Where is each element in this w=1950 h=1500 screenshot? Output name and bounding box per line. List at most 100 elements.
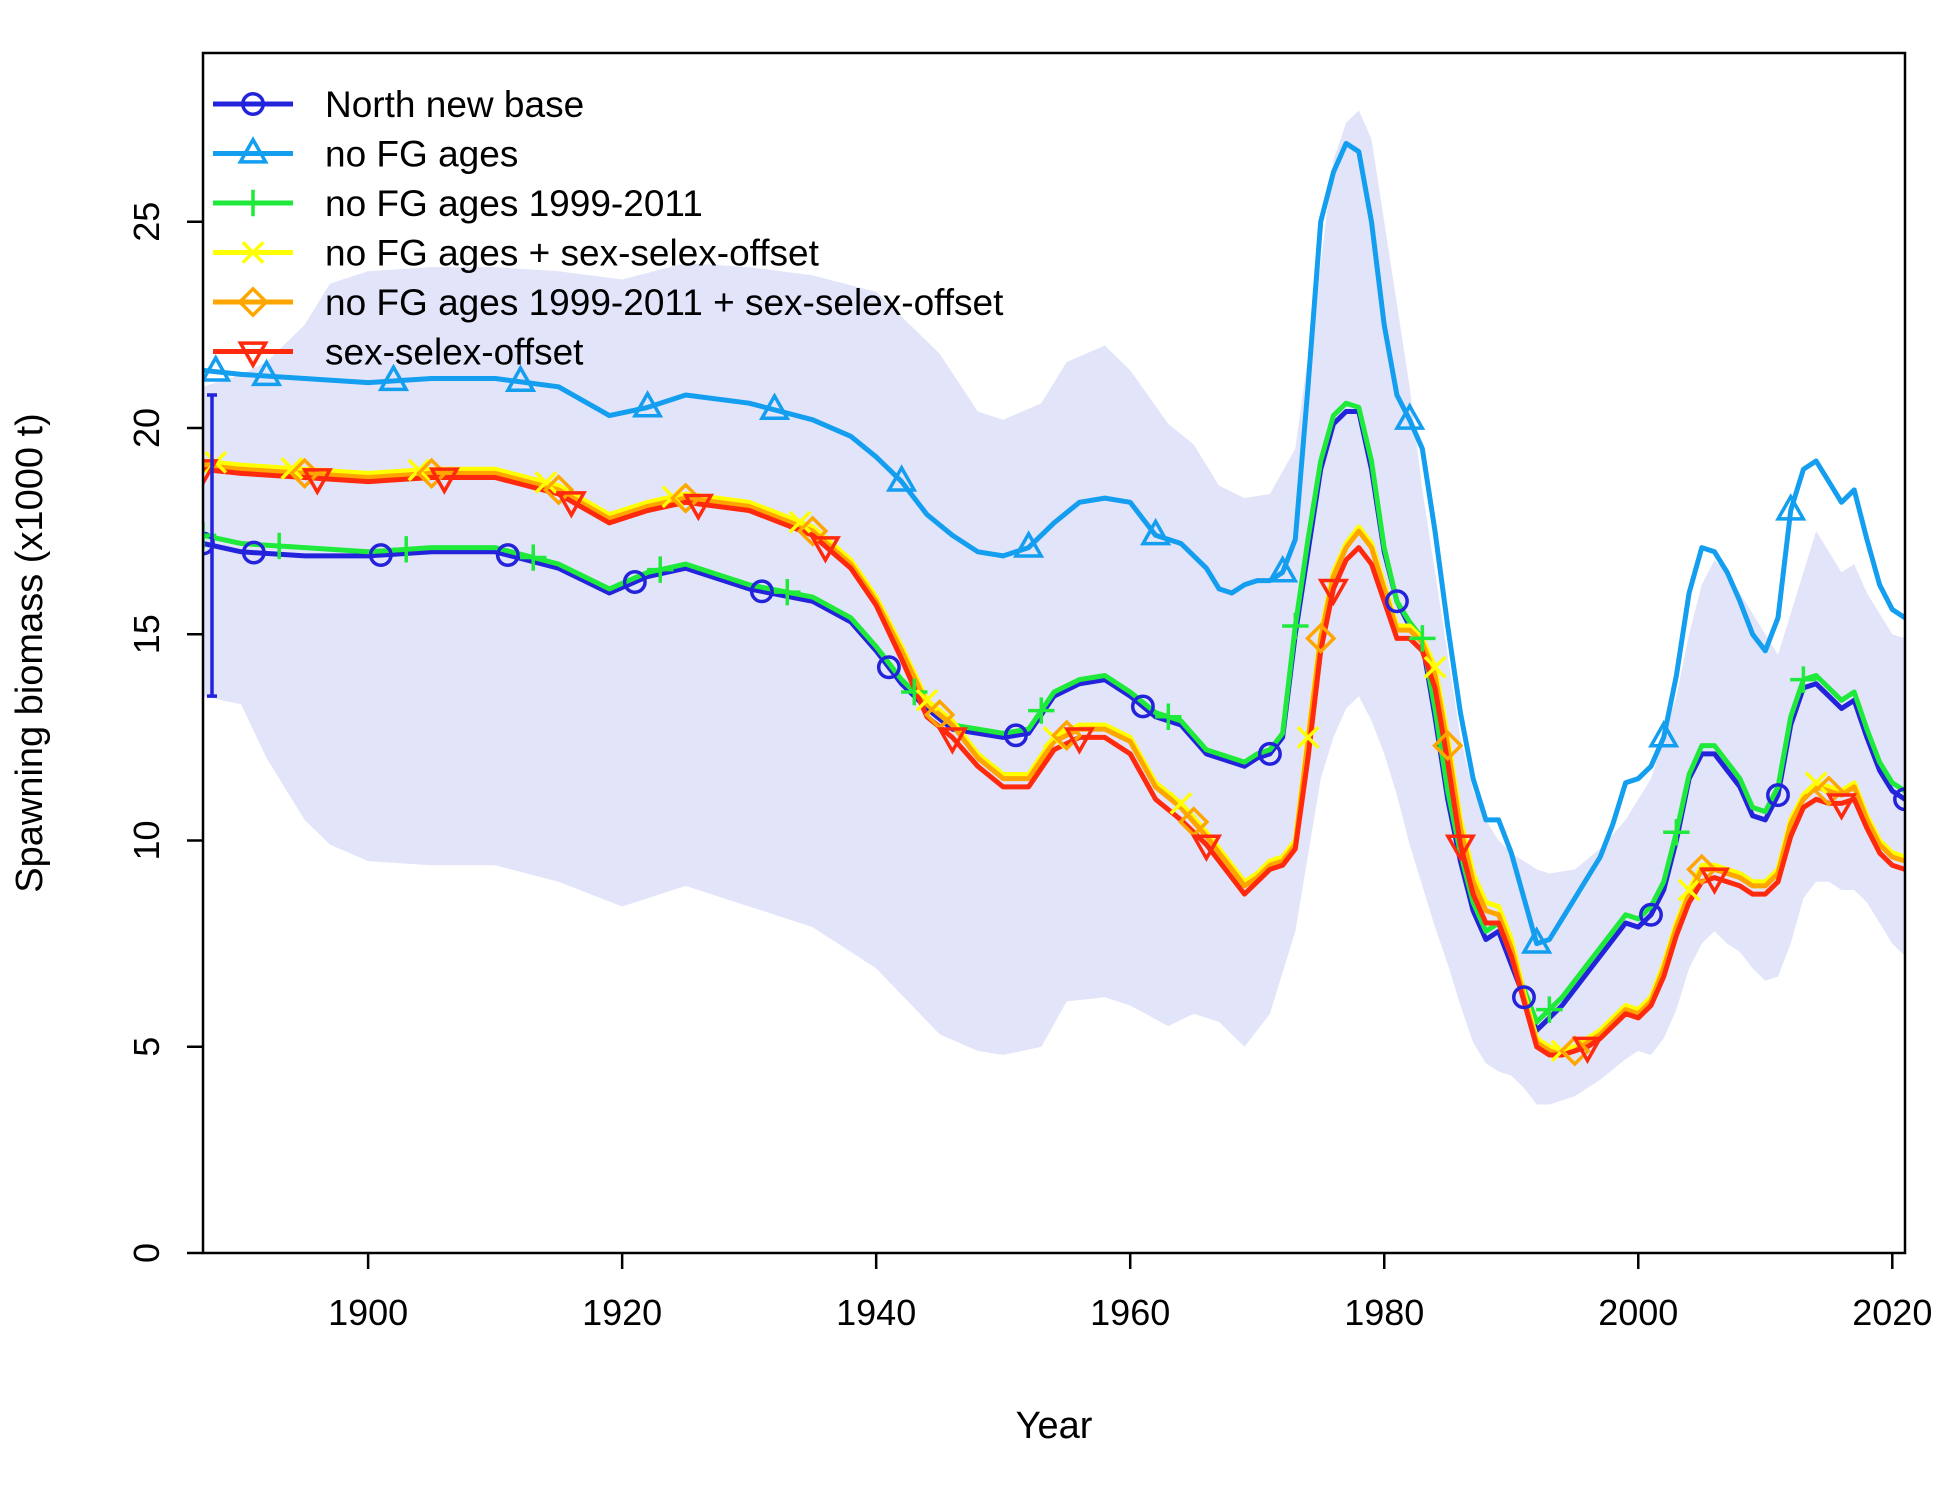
legend-label-2: no FG ages (325, 134, 518, 175)
series-2-marker-9 (1140, 517, 1172, 546)
series-6-marker-12 (1571, 1036, 1604, 1065)
series-5-marker-3 (542, 474, 575, 506)
series-2-marker-5 (631, 390, 664, 418)
series-3-marker-12 (1536, 996, 1563, 1023)
series-4-marker-11 (1423, 655, 1447, 679)
legend-marker-6 (237, 341, 269, 369)
series-3-marker-7 (901, 678, 928, 706)
series-3-marker-3 (393, 536, 420, 563)
series-1-marker-12 (1512, 985, 1536, 1010)
series-2-marker-11 (1394, 402, 1426, 430)
series-1-marker-11 (1384, 589, 1409, 614)
series-1-marker-9 (1130, 694, 1155, 719)
x-tick-label-1940: 1940 (836, 1292, 916, 1333)
y-tick-label-5: 5 (126, 1037, 167, 1057)
series-3-marker-10 (1282, 612, 1309, 640)
series-6-marker-3 (428, 467, 460, 495)
series-layer (203, 140, 1905, 1058)
series-5-marker-7 (1051, 719, 1083, 751)
series-2-marker-4 (504, 364, 537, 392)
legend: North new base no FG ages no FG ages 1999-… (213, 84, 1004, 373)
x-tick-label-1960: 1960 (1090, 1292, 1170, 1333)
uncertainty-band-layer (203, 110, 1905, 1105)
y-tick-label-20: 20 (126, 408, 167, 448)
series-5-marker-13 (1813, 775, 1845, 807)
x-tick-label-1920: 1920 (582, 1292, 662, 1333)
series-1-marker-2 (241, 540, 266, 565)
legend-marker-2 (237, 136, 269, 164)
series-6-marker-14 (1825, 793, 1858, 821)
series-2-marker-3 (377, 363, 410, 392)
series-4-marker-3 (407, 458, 431, 482)
series-6-marker-13 (1698, 867, 1731, 895)
series-4-marker-9 (1169, 791, 1193, 815)
x-tick-label-1980: 1980 (1344, 1292, 1424, 1333)
series-1-marker-7 (876, 655, 901, 680)
series-6-marker-7 (936, 727, 968, 755)
y-tick-label-15: 15 (126, 614, 167, 654)
series-2-marker-7 (885, 464, 918, 492)
series-3-marker-9 (1155, 703, 1182, 730)
series-1-marker-15 (1893, 787, 1905, 812)
legend-marker-3 (239, 189, 267, 217)
legend-marker-4 (241, 241, 265, 264)
series-5-marker-10 (1432, 729, 1464, 762)
series-1-marker-8 (1003, 723, 1028, 748)
legend-marker-1 (241, 92, 265, 116)
series-5-marker-9 (1305, 622, 1337, 655)
series-1-marker-4 (495, 543, 520, 567)
series-1-marker-6 (749, 579, 774, 604)
y-tick-label-25: 25 (126, 202, 167, 242)
legend-label-1: North new base (325, 84, 584, 125)
series-4-marker-13 (1677, 878, 1701, 902)
series-3-marker-2 (266, 532, 293, 560)
legend-item-4: no FG ages + sex-selex-offset (213, 233, 820, 274)
series-3-marker-11 (1409, 625, 1436, 652)
series-2-marker-14 (1775, 493, 1807, 521)
series-1-marker-5 (622, 570, 647, 594)
legend-item-3: no FG ages 1999-2011 (213, 183, 703, 224)
series-3-marker-13 (1663, 819, 1690, 846)
x-axis: 1900 1920 1940 1960 1980 2000 2020 (328, 1253, 1932, 1333)
series-4-marker-14 (1804, 771, 1828, 795)
x-tick-label-2000: 2000 (1598, 1292, 1678, 1333)
series-5-marker-5 (796, 515, 829, 547)
series-1-marker-13 (1639, 902, 1663, 927)
x-tick-label-1900: 1900 (328, 1292, 408, 1333)
series-5-marker-11 (1559, 1035, 1591, 1067)
y-axis: 0 5 10 15 20 25 (126, 202, 203, 1263)
series-2-marker-6 (758, 392, 791, 420)
series-4-marker-10 (1296, 725, 1320, 749)
x-axis-label: Year (1016, 1405, 1093, 1447)
series-5-marker-12 (1686, 853, 1718, 886)
series-6-marker-4 (555, 491, 587, 519)
series-5-marker-4 (669, 482, 702, 514)
y-tick-label-10: 10 (126, 820, 167, 860)
legend-item-2: no FG ages (213, 134, 518, 175)
series-6-marker-6 (809, 536, 841, 564)
marker-layer (203, 354, 1905, 1067)
x-tick-label-2020: 2020 (1852, 1292, 1932, 1333)
series-6-marker-10 (1317, 578, 1350, 607)
series-3-marker-14 (1790, 666, 1817, 693)
series-3-marker-6 (774, 578, 801, 606)
legend-label-6: sex-selex-offset (325, 332, 584, 373)
series-line-6 (203, 466, 1905, 1058)
series-2-marker-10 (1267, 555, 1299, 583)
series-2-marker-12 (1521, 926, 1553, 954)
series-3-marker-8 (1028, 697, 1055, 724)
series-1-marker-10 (1257, 741, 1282, 766)
interval-bar (207, 393, 217, 698)
legend-label-4: no FG ages + sex-selex-offset (325, 233, 820, 274)
legend-item-5: no FG ages 1999-2011 + sex-selex-offset (213, 282, 1004, 323)
legend-marker-5 (237, 286, 269, 318)
series-2-marker-2 (250, 358, 283, 387)
series-3-marker-5 (647, 556, 674, 583)
series-6-marker-5 (682, 493, 714, 522)
series-2-marker-1 (203, 354, 232, 382)
y-axis-label: Spawning biomass (x1000 t) (9, 413, 51, 892)
legend-label-3: no FG ages 1999-2011 (325, 183, 703, 224)
y-tick-label-0: 0 (126, 1243, 167, 1263)
series-1-marker-14 (1766, 783, 1790, 808)
series-6-marker-1 (203, 459, 219, 487)
